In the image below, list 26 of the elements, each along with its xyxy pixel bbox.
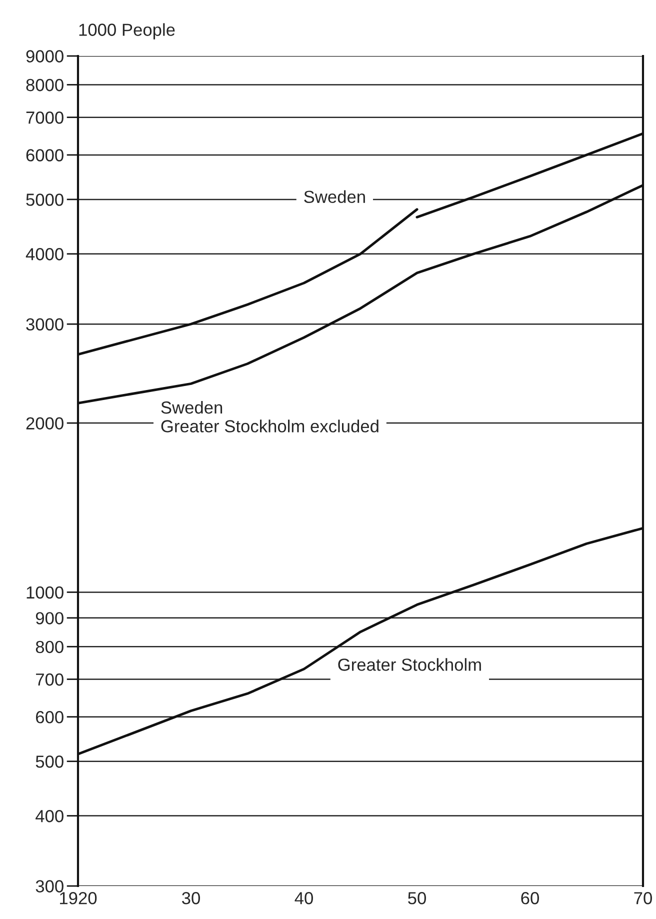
y-tick-label: 600 [36, 711, 64, 724]
y-tick-label: 8000 [26, 78, 64, 92]
y-tick-label: 400 [36, 810, 64, 822]
y-axis-title: 1000 People [79, 23, 175, 40]
series-label: Sweden Greater Stockholm excluded [161, 400, 378, 432]
y-tick-label: 1000 [26, 586, 64, 599]
y-tick-label: 900 [36, 612, 64, 624]
x-tick-label: 60 [521, 892, 539, 904]
y-tick-label: 500 [36, 756, 64, 768]
y-tick-label: 5000 [26, 194, 64, 206]
y-tick-label: 800 [36, 640, 64, 654]
y-tick-label: 3000 [26, 318, 64, 331]
y-tick-label: 300 [36, 880, 64, 892]
x-tick-label: 40 [294, 892, 313, 904]
y-tick-label: 9000 [26, 50, 64, 62]
series-label: Greater Stockholm [338, 658, 481, 671]
y-tick-label: 700 [36, 673, 64, 686]
x-tick-label: 30 [182, 892, 200, 904]
y-tick-label: 4000 [26, 248, 64, 260]
x-tick-label: 50 [408, 892, 426, 904]
text: Sweden [304, 190, 365, 203]
y-tick-label: 6000 [26, 149, 64, 162]
x-tick-label: 70 [634, 892, 652, 904]
y-tick-label: 2000 [26, 417, 64, 430]
y-tick-label: 7000 [26, 111, 64, 124]
x-tick-label: 1920 [60, 892, 97, 904]
